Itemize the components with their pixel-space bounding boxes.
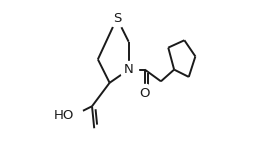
Text: O: O: [140, 87, 150, 100]
Text: N: N: [124, 63, 134, 76]
Text: HO: HO: [54, 108, 75, 122]
Text: S: S: [113, 12, 121, 25]
